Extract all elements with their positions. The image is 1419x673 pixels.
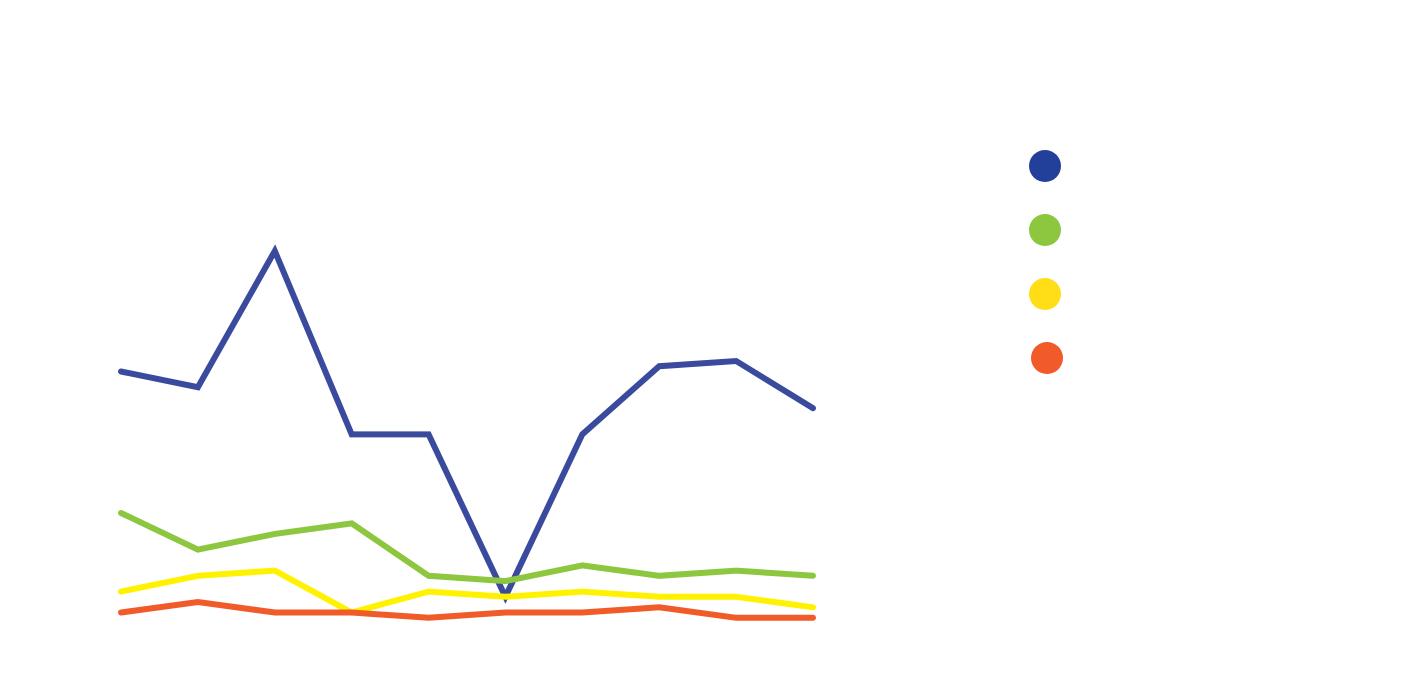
- series-line-1: [118, 244, 816, 604]
- legend: [1029, 150, 1063, 374]
- legend-marker-3: [1029, 278, 1061, 310]
- series-lines: [118, 244, 816, 621]
- legend-marker-4: [1031, 342, 1063, 374]
- series-line-4: [118, 598, 816, 621]
- legend-marker-2: [1029, 214, 1061, 246]
- legend-marker-1: [1029, 150, 1061, 182]
- series-line-2: [118, 510, 816, 585]
- series-line-3: [118, 567, 816, 616]
